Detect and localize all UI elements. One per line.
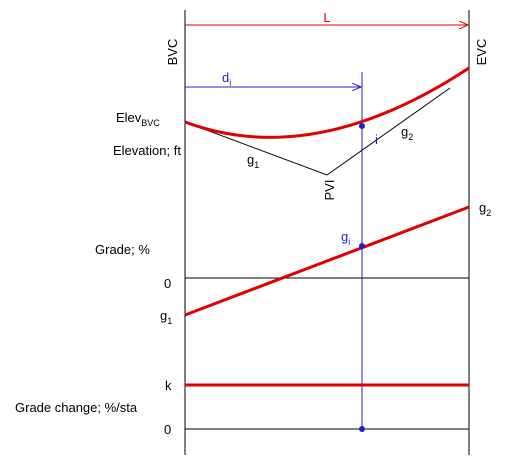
g2-tangent-label: g2 xyxy=(401,124,413,142)
k-label: k xyxy=(165,378,172,393)
grade-change-label: Grade change; %/sta xyxy=(15,400,138,415)
change-point xyxy=(359,426,365,432)
tangents xyxy=(184,87,451,176)
curve-point xyxy=(359,123,365,129)
elevation-label: Elevation; ft xyxy=(113,143,181,158)
grade-zero-label: 0 xyxy=(164,276,171,291)
g1-grade-label: g1 xyxy=(160,308,172,326)
pvi-label: PVI xyxy=(322,180,337,201)
g2-grade-label: g2 xyxy=(479,200,491,218)
l-label: L xyxy=(323,10,330,25)
grade-line xyxy=(184,205,470,317)
evc-label: EVC xyxy=(474,39,489,66)
grade-point xyxy=(359,243,365,249)
di-label: di xyxy=(222,70,231,88)
grade-label: Grade; % xyxy=(95,242,150,257)
vertical-curve xyxy=(184,66,470,139)
elev-bvc-label: ElevBVC xyxy=(116,110,160,128)
gi-label: gi xyxy=(341,229,350,247)
g1-tangent-label: g1 xyxy=(247,152,259,170)
change-zero-label: 0 xyxy=(164,422,171,437)
bvc-label: BVC xyxy=(165,39,180,66)
i-label: i xyxy=(375,132,378,147)
